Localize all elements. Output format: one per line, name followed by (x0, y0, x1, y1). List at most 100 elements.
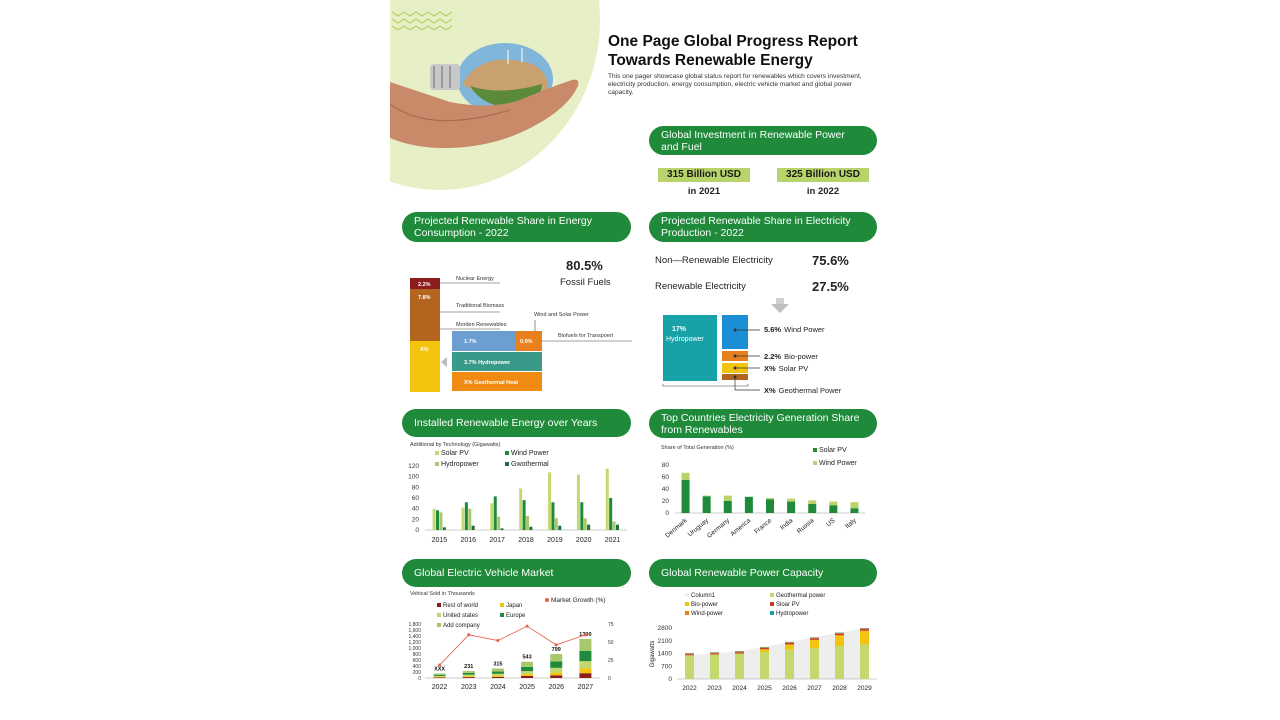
ev-data-label: 543 (522, 655, 531, 661)
installed-bar (529, 526, 533, 530)
installed-bar (464, 502, 468, 530)
capacity-bar (760, 652, 769, 679)
capacity-bar (810, 638, 819, 640)
countries-xtick: India (779, 517, 795, 532)
countries-xtick: America (729, 517, 752, 538)
ev-growth-legend-label: Market Growth (%) (551, 597, 606, 604)
capacity-legend-swatch (770, 602, 774, 606)
ev-data-label: XXX (434, 667, 445, 673)
installed-xtick: 2018 (518, 537, 534, 544)
installed-legend-swatch (505, 451, 509, 455)
nuclear-block (410, 278, 440, 289)
capacity-ytick: 1400 (658, 651, 673, 658)
countries-bar (744, 496, 753, 513)
ev-xtick: 2022 (432, 684, 448, 691)
energy-consumption-heading-text: Projected Renewable Share in Energy Cons… (414, 215, 593, 239)
biofuels-label: Biofuels for Transpoert (558, 333, 614, 339)
wind-solar-label: Wind and Solar Power (534, 312, 589, 318)
capacity-bar (785, 644, 794, 650)
ev-data-label: 315 (493, 662, 502, 668)
installed-bar (439, 512, 443, 530)
countries-xtick: France (753, 517, 773, 536)
investment-heading: Global Investment in Renewable Power and… (649, 126, 877, 155)
hydro-label: Hydropower (666, 336, 704, 343)
geothermal-value: X% Geothermal Heat (464, 380, 518, 386)
electricity-production-heading: Projected Renewable Share in Electricity… (649, 212, 877, 242)
ev-bar (550, 654, 563, 662)
countries-bar (702, 496, 711, 513)
capacity-legend-label: Geothermal power (776, 593, 825, 599)
energy-consumption-diagram: 2.2% 7.8% X% 1.7% 0.9% 3.7% Hydropower X… (410, 276, 632, 392)
capacity-xtick: 2027 (807, 685, 822, 692)
installed-bar (548, 472, 552, 530)
solar-legend-value: X% (764, 364, 776, 373)
installed-bar (490, 503, 494, 530)
top-countries-heading: Top Countries Electricity Generation Sha… (649, 409, 877, 438)
countries-bar (829, 505, 838, 513)
ev-data-label: 799 (552, 647, 561, 653)
modern-block (410, 341, 440, 392)
ev-ytick: 800 (413, 652, 422, 658)
capacity-bar (835, 635, 844, 647)
countries-bar (808, 504, 817, 513)
ev-market-chart: Rest of world Japan United states Europe Add… (408, 597, 614, 691)
capacity-legend-swatch (685, 611, 689, 615)
report-page: One Page Global Progress Report Towards … (390, 0, 890, 720)
installed-xtick: 2020 (576, 537, 592, 544)
countries-bar (787, 501, 796, 513)
installed-bar (612, 521, 616, 530)
capacity-bar (835, 633, 844, 636)
countries-xtick: Germany (706, 517, 732, 540)
renewable-label: Renewable Electricity (655, 281, 746, 292)
ev-growth-point (438, 663, 442, 667)
installed-xtick: 2017 (489, 537, 505, 544)
electricity-production-heading-text: Projected Renewable Share in Electricity… (661, 215, 851, 239)
ev-y2tick: 75 (608, 622, 614, 628)
countries-legend-swatch (813, 461, 817, 465)
countries-bar (702, 495, 711, 497)
countries-bar (850, 502, 859, 509)
ev-bar (491, 676, 504, 678)
installed-ytick: 40 (412, 506, 420, 513)
installed-ytick: 80 (412, 484, 420, 491)
installed-ytick: 0 (415, 527, 419, 534)
ev-ytick: 1,600 (408, 628, 421, 634)
ev-bar (550, 667, 563, 673)
ev-legend-label: Europe (506, 613, 526, 619)
ev-ytick: 200 (413, 670, 422, 676)
top-countries-subtitle: Share of Total Generation (%) (661, 445, 734, 451)
capacity-bar (785, 642, 794, 645)
countries-bar (723, 495, 732, 501)
installed-legend-swatch (435, 451, 439, 455)
capacity-ytick: 700 (661, 663, 672, 670)
hand-holding-bulb-image (390, 43, 579, 148)
installed-bar (615, 524, 619, 530)
electricity-diagram: 17% Hydropower 5.6% Wind Power 2.2% Bio-po… (662, 315, 842, 395)
ev-market-heading-text: Global Electric Vehicle Market (414, 567, 554, 579)
installed-bar (609, 498, 613, 530)
ev-xtick: 2024 (490, 684, 506, 691)
biofuels-value: 0.9% (520, 339, 533, 345)
ev-xtick: 2025 (519, 684, 535, 691)
hydropower-value: 3.7% Hydropower (464, 360, 511, 366)
ev-legend-swatch (437, 613, 441, 617)
installed-ytick: 20 (412, 516, 420, 523)
bio-legend-value: 2.2% (764, 352, 781, 361)
ev-bar (550, 672, 563, 676)
geo-legend-value: X% (764, 386, 776, 395)
ev-bar (462, 672, 475, 675)
capacity-bar (735, 651, 744, 653)
ev-growth-line (439, 625, 586, 666)
capacity-bar (760, 649, 769, 653)
ev-legend-label: Rest of world (443, 603, 478, 609)
svg-text:5.6%Wind Power: 5.6% Wind Power (764, 325, 825, 334)
ev-xtick: 2026 (548, 684, 564, 691)
countries-xtick: Denmark (664, 517, 689, 540)
ev-bar (462, 676, 475, 678)
installed-ytick: 60 (412, 495, 420, 502)
arrow-left-icon (441, 357, 447, 367)
ev-ytick: 1,000 (408, 646, 421, 652)
capacity-column1-area (689, 628, 865, 679)
countries-bar (681, 480, 690, 513)
